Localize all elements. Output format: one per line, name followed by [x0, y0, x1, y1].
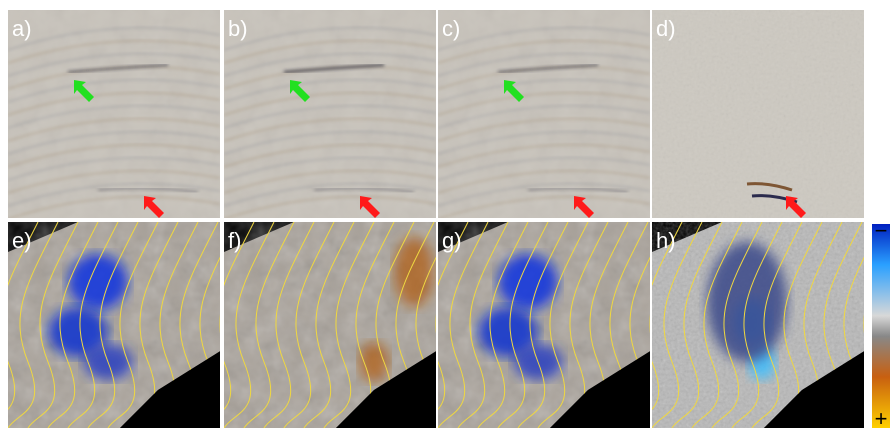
panel-label: b)	[228, 16, 248, 41]
panel: h)	[632, 222, 890, 428]
panel-label: e)	[12, 228, 32, 253]
panel: b)	[224, 10, 436, 219]
panel-label: d)	[656, 16, 676, 41]
panel-label: a)	[12, 16, 32, 41]
panel: c)	[438, 10, 650, 219]
panel-label: g)	[442, 228, 462, 253]
colorbar	[872, 224, 890, 428]
colorbar-top: −	[875, 218, 888, 243]
panel-body	[8, 10, 220, 219]
panel: d)	[652, 10, 864, 218]
panel-label: c)	[442, 16, 460, 41]
figure: − + a) b) c) d) e) f) g) h)	[0, 0, 890, 430]
panel: a)	[8, 10, 220, 219]
panel-body	[652, 10, 864, 218]
panel-body	[224, 10, 436, 219]
colorbar-bottom: +	[875, 406, 888, 430]
panel-body	[438, 10, 650, 219]
panel-label: h)	[656, 228, 676, 253]
texture	[652, 10, 864, 218]
panel-label: f)	[228, 228, 241, 253]
